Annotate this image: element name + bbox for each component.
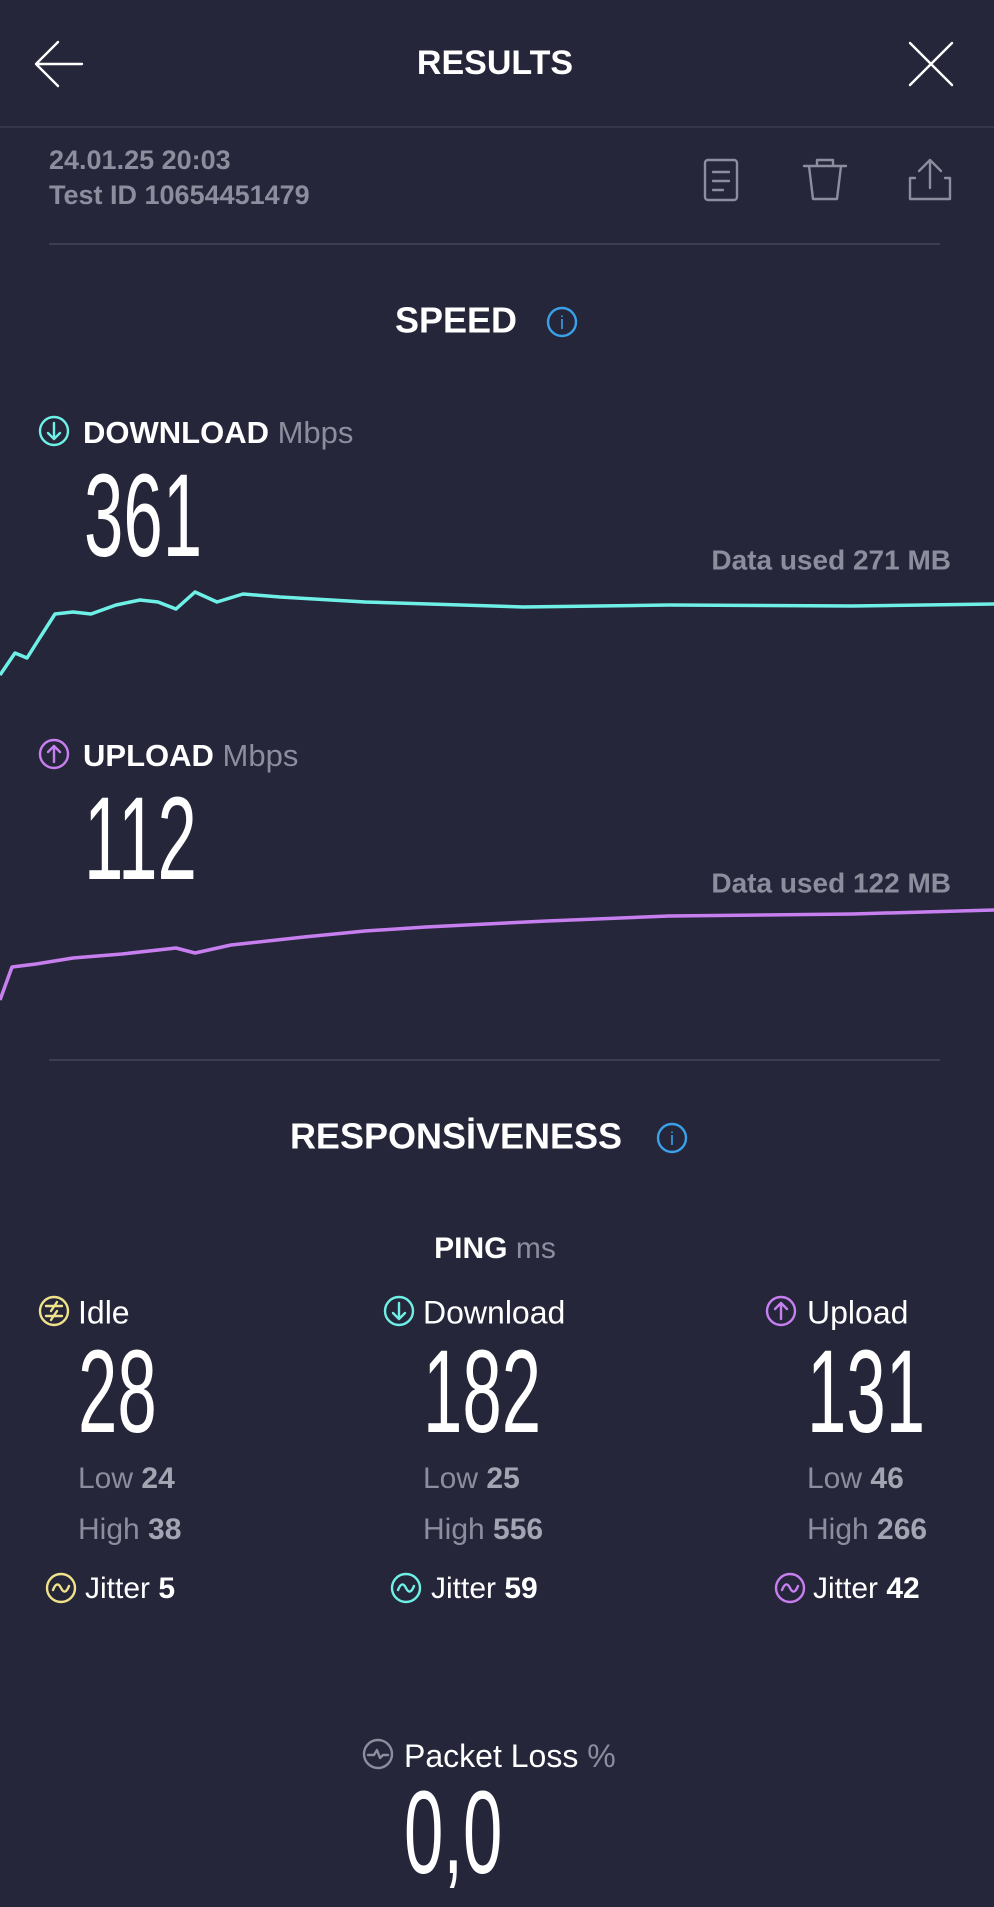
high-label: High: [78, 1513, 140, 1546]
ping-unit: ms: [516, 1232, 556, 1265]
packet-loss-value: 0,0: [404, 1766, 502, 1898]
download-label: DOWNLOAD: [83, 415, 269, 450]
high-value: 38: [148, 1513, 181, 1546]
section-title: RESPONSİVENESS: [290, 1116, 622, 1157]
ping-label: Download: [423, 1294, 565, 1330]
low-value: 46: [870, 1462, 903, 1495]
jitter-icon: [390, 1572, 422, 1604]
screen-title: RESULTS: [417, 44, 573, 82]
packet-loss-unit: %: [587, 1738, 615, 1774]
ping-low: Low 25: [423, 1462, 520, 1495]
icon-ring: [390, 1572, 422, 1604]
download-graph: [0, 590, 994, 676]
test-date: 24.01.25 20:03: [49, 145, 231, 175]
download-speed: 361: [84, 449, 202, 581]
ping-icon: [765, 1295, 797, 1327]
high-label: High: [807, 1513, 869, 1546]
jitter: Jitter 59: [431, 1572, 538, 1605]
delete-button[interactable]: [802, 158, 848, 201]
upload-speed: 112: [84, 772, 197, 904]
packet-loss-icon: [362, 1738, 394, 1770]
jitter-value: 59: [504, 1572, 537, 1605]
ping-low: Low 24: [78, 1462, 175, 1495]
icon-ring: [45, 1572, 77, 1604]
jitter-label: Jitter: [431, 1572, 496, 1605]
info-glyph: i: [670, 1129, 674, 1149]
icon-glyph: [396, 1583, 416, 1593]
ping-low: Low 46: [807, 1462, 904, 1495]
icon-ring: [38, 1295, 70, 1327]
jitter-icon: [774, 1572, 806, 1604]
high-label: High: [423, 1513, 485, 1546]
ping-high: High 38: [78, 1513, 181, 1546]
high-value: 266: [877, 1513, 927, 1546]
ping-label: PING: [434, 1232, 507, 1265]
ping-high: High 556: [423, 1513, 543, 1546]
icon-glyph: [773, 1301, 789, 1321]
info-glyph: i: [560, 313, 564, 333]
test-id: Test ID 10654451479: [49, 180, 310, 210]
jitter-value: 5: [158, 1572, 175, 1605]
high-value: 556: [493, 1513, 543, 1546]
jitter: Jitter 42: [813, 1572, 920, 1605]
info-button[interactable]: i: [656, 1122, 688, 1154]
download-icon: [38, 415, 70, 447]
share-button[interactable]: [908, 158, 952, 201]
ping-value: 28: [78, 1325, 157, 1457]
upload-label: UPLOAD: [83, 738, 214, 773]
ping-value: 182: [423, 1325, 541, 1457]
low-value: 24: [141, 1462, 175, 1495]
low-label: Low: [78, 1462, 133, 1495]
ping-high: High 266: [807, 1513, 927, 1546]
low-label: Low: [423, 1462, 478, 1495]
jitter-label: Jitter: [813, 1572, 878, 1605]
icon-glyph: [780, 1583, 800, 1593]
ping-heading: PING ms: [434, 1232, 556, 1265]
upload-graph: [0, 908, 994, 1001]
download-unit: Mbps: [278, 415, 354, 450]
upload-heading: UPLOAD Mbps: [83, 738, 298, 773]
ping-label: Idle: [78, 1294, 130, 1330]
section-title: SPEED: [395, 300, 517, 341]
icon-ring: [765, 1295, 797, 1327]
jitter-icon: [45, 1572, 77, 1604]
packet-loss-heading: Packet Loss %: [404, 1738, 616, 1774]
packet-loss-label: Packet Loss: [404, 1738, 578, 1774]
icon-ring: [774, 1572, 806, 1604]
close-button[interactable]: [908, 41, 954, 87]
download-data-used: Data used 271 MB: [711, 544, 951, 575]
upload-unit: Mbps: [223, 738, 299, 773]
jitter: Jitter 5: [85, 1572, 175, 1605]
low-value: 25: [486, 1462, 519, 1495]
icon-ring: [383, 1295, 415, 1327]
details-button[interactable]: [703, 158, 739, 202]
low-label: Low: [807, 1462, 862, 1495]
download-heading: DOWNLOAD Mbps: [83, 415, 353, 450]
upload-data-used: Data used 122 MB: [711, 867, 951, 898]
ping-value: 131: [807, 1325, 925, 1457]
ping-icon: [383, 1295, 415, 1327]
jitter-value: 42: [886, 1572, 919, 1605]
jitter-label: Jitter: [85, 1572, 150, 1605]
ping-label: Upload: [807, 1294, 908, 1330]
ping-icon: [38, 1295, 70, 1327]
back-button[interactable]: [34, 40, 84, 88]
info-button[interactable]: i: [546, 306, 578, 338]
icon-glyph: [391, 1301, 407, 1321]
icon-glyph: [51, 1583, 71, 1593]
icon-glyph: [44, 1300, 64, 1322]
upload-icon: [38, 738, 70, 770]
